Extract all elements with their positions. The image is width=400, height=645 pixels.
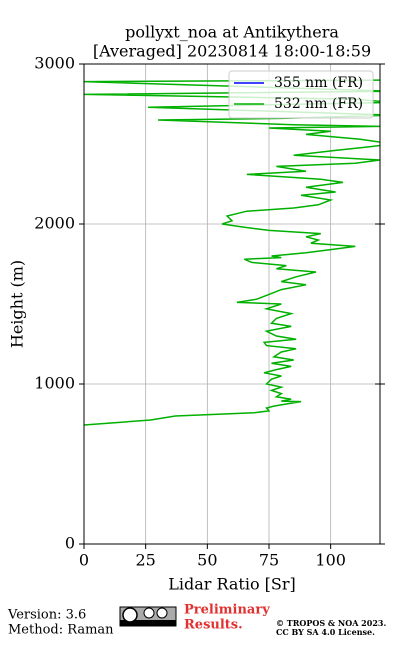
license: CC BY SA 4.0 License. <box>276 627 375 637</box>
x-tick-label: 100 <box>315 551 346 570</box>
version: Version: 3.6 <box>7 608 86 623</box>
data-line <box>84 79 380 426</box>
y-tick-label: 1000 <box>34 374 75 393</box>
license: © TROPOS & NOA 2023. <box>276 618 386 628</box>
plot-frame <box>83 63 381 545</box>
cc-logo <box>119 606 177 627</box>
y-tick-label: 3000 <box>34 54 75 73</box>
preliminary-label: Preliminary <box>184 603 270 618</box>
preliminary-label: Results. <box>184 618 243 633</box>
y-axis-label: Height (m) <box>8 260 27 348</box>
x-tick-label: 0 <box>79 551 89 570</box>
x-tick-label: 50 <box>197 551 217 570</box>
legend-label: 532 nm (FR) <box>274 96 363 112</box>
plot-area <box>84 79 380 426</box>
legend-label: 355 nm (FR) <box>274 75 363 91</box>
chart-subtitle: [Averaged] 20230814 18:00-18:59 <box>93 42 371 61</box>
y-tick-label: 0 <box>65 534 75 553</box>
x-tick-label: 75 <box>259 551 279 570</box>
method: Method: Raman <box>8 623 114 638</box>
x-tick-label: 25 <box>135 551 155 570</box>
y-tick-label: 2000 <box>34 214 75 233</box>
chart-title: pollyxt_noa at Antikythera <box>125 23 339 42</box>
legend-box <box>228 70 374 119</box>
x-axis-label: Lidar Ratio [Sr] <box>168 575 296 594</box>
